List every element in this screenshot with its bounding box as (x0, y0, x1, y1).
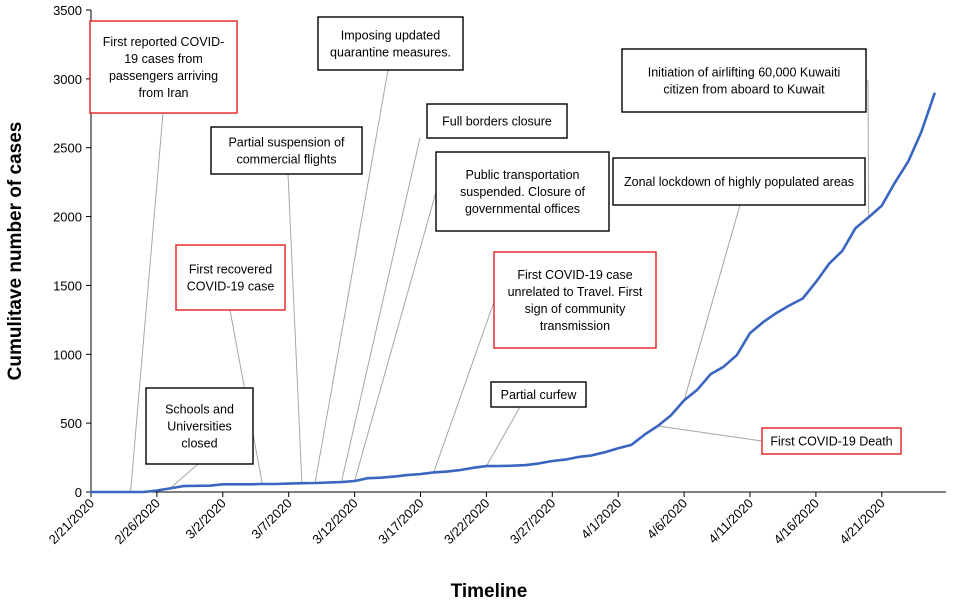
x-tick-label: 3/2/2020 (183, 496, 229, 542)
annotation-leader-line (683, 204, 741, 401)
x-tick-label: 4/21/2020 (836, 496, 888, 548)
series-line-group (89, 92, 936, 494)
annotation-leader-lines (130, 69, 870, 493)
annotation-text: First COVID-19 case (517, 268, 632, 282)
y-axis-title: Cumulitave number of cases (5, 122, 26, 381)
x-axis: 2/21/2020 2/26/2020 3/2/2020 3/7/2020 3/12/2… (46, 491, 946, 548)
annotation-box (490, 381, 587, 408)
annotation-text: Initiation of airlifting 60,000 Kuwaiti (648, 66, 840, 80)
x-tick-label: 4/16/2020 (771, 496, 823, 548)
annotation-box (210, 126, 363, 175)
annotation-leader-line (354, 191, 437, 482)
y-axis: 0 500 1000 1500 2000 2500 3000 3500 (53, 3, 92, 500)
annotation-leader-line (433, 301, 495, 473)
annotation-box (621, 48, 867, 113)
annotation-text: citizen from aboard to Kuwait (663, 83, 825, 97)
annotation-text: passengers arriving (109, 69, 218, 83)
y-tick-label: 0 (75, 485, 82, 500)
y-tick-label: 2500 (53, 141, 82, 156)
annotation-box (145, 387, 254, 465)
x-tick-label: 3/12/2020 (309, 496, 361, 548)
annotation-text: Public transportation (466, 168, 580, 182)
annotation-text: unrelated to Travel. First (508, 285, 643, 299)
annotation-text: closed (181, 437, 217, 451)
annotation-box (612, 157, 866, 206)
x-tick-label: 4/11/2020 (705, 496, 756, 547)
annotation-box (89, 20, 238, 114)
x-axis-title: Timeline (451, 581, 528, 602)
annotation-leader-line (130, 112, 164, 493)
annotation-box (317, 16, 464, 71)
y-tick-label: 2000 (53, 210, 82, 225)
annotation-text: quarantine measures. (330, 46, 451, 60)
annotation-text: sign of community (525, 302, 626, 316)
annotation-box (493, 251, 657, 349)
annotation-leader-line (340, 137, 421, 483)
annotation-text: COVID-19 case (187, 280, 275, 294)
annotation-text: First COVID-19 Death (770, 435, 892, 449)
annotation-text: transmission (540, 319, 610, 333)
annotation-leader-line (287, 173, 303, 484)
annotation-box (761, 427, 902, 455)
annotation-text: suspended. Closure of (460, 185, 586, 199)
y-tick-label: 1500 (53, 278, 82, 293)
series-line (89, 92, 936, 494)
annotations: First reported COVID- 19 cases from passen… (89, 16, 902, 465)
x-tick-label: 4/1/2020 (578, 496, 624, 542)
annotation-text: Partial curfew (501, 388, 578, 402)
annotation-text: First reported COVID- (103, 35, 225, 49)
annotation-text: Full borders closure (442, 115, 552, 129)
annotation-text: from Iran (138, 86, 188, 100)
y-tick-label: 3000 (53, 72, 82, 87)
annotation-text: governmental offices (465, 202, 580, 216)
annotation-box (435, 151, 610, 232)
x-tick-label: 3/27/2020 (507, 496, 559, 548)
annotation-text: 19 cases from (124, 52, 203, 66)
y-tick-label: 1000 (53, 347, 82, 362)
annotation-text: Zonal lockdown of highly populated areas (624, 175, 854, 189)
annotation-leader-line (169, 463, 199, 489)
annotation-text: Imposing updated (341, 29, 440, 43)
annotation-box (426, 103, 568, 139)
annotation-leader-line (485, 406, 521, 467)
annotation-box (175, 244, 286, 311)
annotation-text: Universities (167, 420, 232, 434)
x-tick-label: 4/6/2020 (644, 496, 690, 542)
x-tick-label: 3/22/2020 (441, 496, 493, 548)
x-tick-label: 3/17/2020 (375, 496, 427, 548)
x-tick-label: 3/7/2020 (248, 496, 294, 542)
x-tick-label: 2/21/2020 (46, 496, 98, 548)
annotation-text: Schools and (165, 403, 234, 417)
annotation-leader-line (314, 69, 389, 484)
x-tick-label: 2/26/2020 (112, 496, 164, 548)
annotation-text: Partial suspension of (228, 136, 345, 150)
annotation-leader-line (657, 425, 763, 442)
annotation-text: First recovered (189, 263, 272, 277)
y-tick-label: 500 (60, 416, 82, 431)
y-tick-label: 3500 (53, 3, 82, 18)
annotation-text: commercial flights (236, 153, 336, 167)
